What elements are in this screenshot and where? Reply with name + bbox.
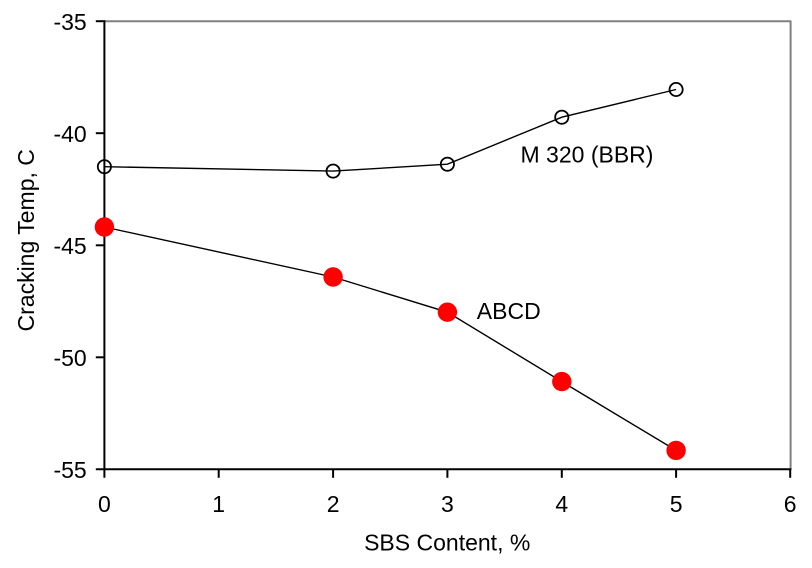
svg-text:-40: -40 [53, 121, 86, 147]
svg-text:ABCD: ABCD [477, 298, 541, 324]
svg-text:4: 4 [555, 491, 568, 517]
svg-text:1: 1 [212, 491, 225, 517]
svg-text:Cracking Temp, C: Cracking Temp, C [13, 149, 39, 331]
svg-text:-45: -45 [53, 233, 86, 259]
svg-text:-35: -35 [53, 9, 86, 35]
svg-text:0: 0 [98, 491, 111, 517]
svg-text:M 320 (BBR): M 320 (BBR) [521, 142, 654, 168]
svg-text:5: 5 [670, 491, 683, 517]
svg-text:SBS Content, %: SBS Content, % [364, 529, 530, 555]
svg-text:-55: -55 [53, 457, 86, 483]
svg-text:-50: -50 [53, 345, 86, 371]
svg-text:3: 3 [441, 491, 454, 517]
svg-text:2: 2 [327, 491, 340, 517]
svg-text:6: 6 [784, 491, 797, 517]
